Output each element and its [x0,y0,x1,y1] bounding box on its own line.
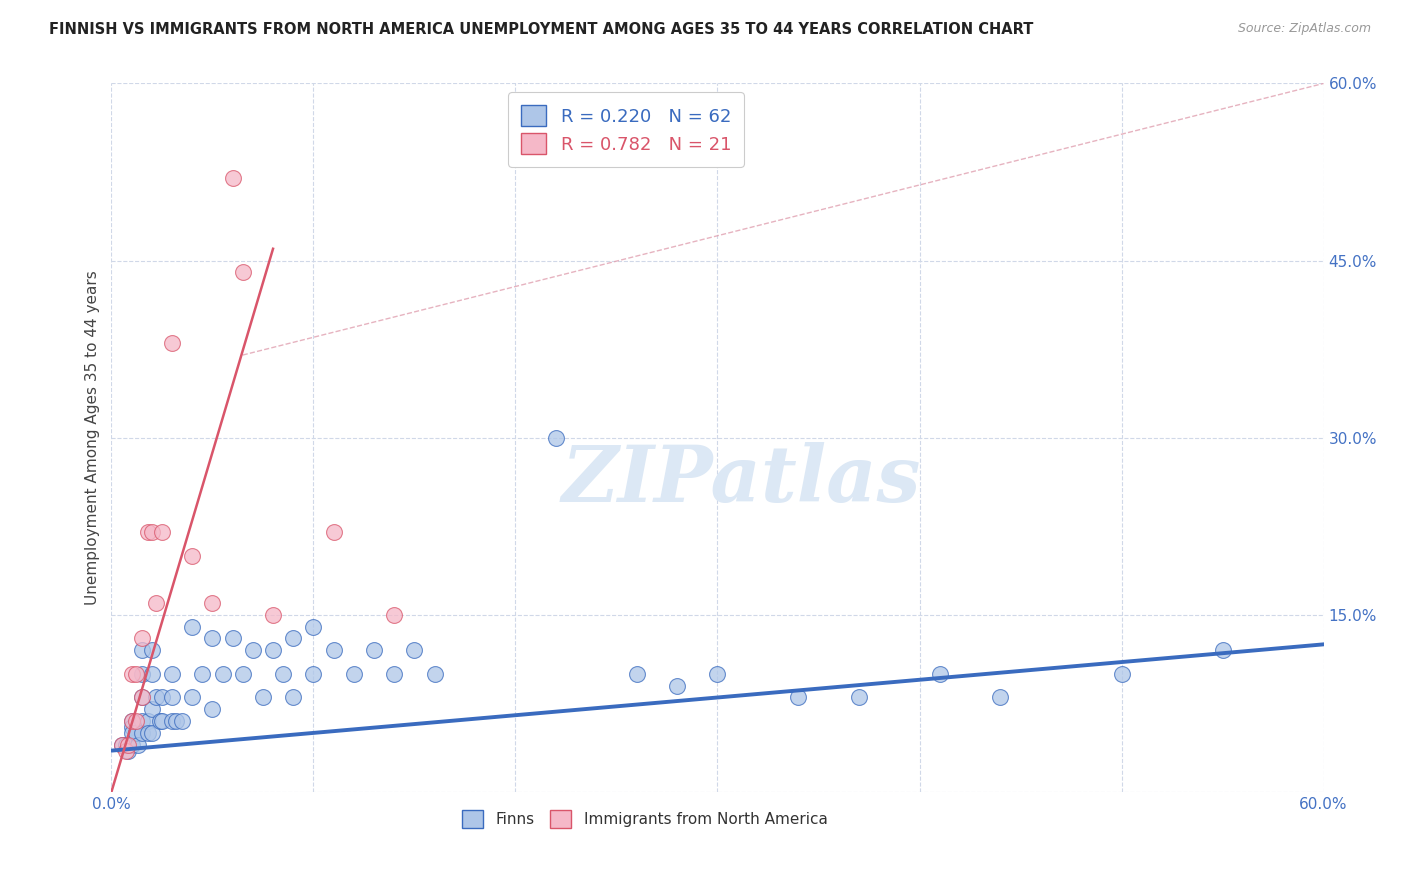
Point [131,726,153,740]
Point [423,666,446,681]
Point [262,607,284,622]
Point [181,690,204,705]
Point [114,744,136,758]
Point [141,666,163,681]
Point [1111,666,1133,681]
Point [322,525,344,540]
Point [121,714,143,728]
Point [131,632,153,646]
Point [136,525,159,540]
Point [363,643,385,657]
Point [114,738,136,752]
Point [141,525,163,540]
Point [124,714,146,728]
Point [302,666,325,681]
Point [232,666,254,681]
Point [201,702,224,716]
Point [787,690,810,705]
Point [283,632,305,646]
Point [666,679,689,693]
Point [191,666,214,681]
Point [145,690,167,705]
Point [131,714,153,728]
Point [221,170,243,185]
Legend: Finns, Immigrants from North America: Finns, Immigrants from North America [456,804,834,834]
Text: Source: ZipAtlas.com: Source: ZipAtlas.com [1237,22,1371,36]
Point [110,738,132,752]
Point [382,666,405,681]
Point [988,690,1011,705]
Point [131,643,153,657]
Point [343,666,366,681]
Point [232,265,254,279]
Point [201,632,224,646]
Point [211,666,233,681]
Point [302,620,325,634]
Point [131,666,153,681]
Point [121,738,143,752]
Point [124,726,146,740]
Text: ZIPatlas: ZIPatlas [562,442,921,518]
Point [124,666,146,681]
Point [141,702,163,716]
Point [928,666,950,681]
Point [131,690,153,705]
Point [117,738,139,752]
Point [127,738,149,752]
Point [181,620,204,634]
Point [121,714,143,728]
Point [544,431,567,445]
Point [141,643,163,657]
Point [242,643,264,657]
Point [124,726,146,740]
Point [172,714,194,728]
Point [382,607,405,622]
Point [283,690,305,705]
Point [181,549,204,563]
Point [221,632,243,646]
Point [117,744,139,758]
Point [322,643,344,657]
Point [404,643,426,657]
Point [262,643,284,657]
Point [160,336,183,351]
Point [626,666,648,681]
Point [252,690,274,705]
Point [1212,643,1234,657]
Point [141,726,163,740]
Point [150,714,173,728]
Point [160,690,183,705]
Point [121,720,143,734]
Point [706,666,728,681]
Point [145,596,167,610]
Point [160,714,183,728]
Point [121,666,143,681]
Point [150,690,173,705]
Point [131,690,153,705]
Point [136,714,159,728]
Point [160,666,183,681]
Point [110,738,132,752]
Point [848,690,870,705]
Text: FINNISH VS IMMIGRANTS FROM NORTH AMERICA UNEMPLOYMENT AMONG AGES 35 TO 44 YEARS : FINNISH VS IMMIGRANTS FROM NORTH AMERICA… [49,22,1033,37]
Point [136,726,159,740]
Point [201,596,224,610]
Point [121,726,143,740]
Point [149,714,172,728]
Point [271,666,294,681]
Point [165,714,187,728]
Y-axis label: Unemployment Among Ages 35 to 44 years: Unemployment Among Ages 35 to 44 years [86,270,100,605]
Point [150,525,173,540]
